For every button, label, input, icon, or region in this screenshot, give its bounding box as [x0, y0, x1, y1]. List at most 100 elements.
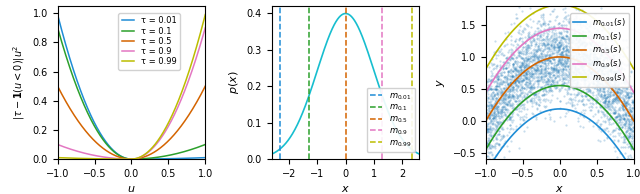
Point: [504, 101, 514, 104]
Point: [572, 49, 582, 52]
Point: [574, 68, 584, 71]
Point: [529, 101, 539, 104]
Point: [584, 64, 594, 68]
Point: [491, 154, 501, 157]
Point: [559, 62, 569, 65]
Point: [523, 83, 533, 87]
Point: [520, 73, 531, 76]
$m_{0.9}(s)$: [500, 64, 508, 66]
Point: [578, 50, 588, 54]
Point: [516, 61, 527, 65]
Point: [511, 99, 521, 102]
Point: [595, 53, 605, 56]
Point: [522, 93, 532, 96]
τ = 0.01: [54, 13, 61, 16]
Point: [579, 42, 589, 46]
Point: [481, 130, 492, 133]
Point: [486, 112, 497, 115]
Point: [565, 96, 575, 100]
Point: [536, 77, 547, 80]
Point: [610, 72, 620, 75]
Point: [591, 56, 602, 59]
Point: [547, 52, 557, 55]
Point: [563, 37, 573, 41]
Point: [573, 53, 583, 56]
Point: [497, 91, 508, 94]
Point: [538, 13, 548, 16]
Point: [588, 49, 598, 52]
Point: [536, 43, 547, 46]
Point: [584, 57, 595, 60]
Point: [504, 81, 515, 84]
Point: [585, 67, 595, 70]
Point: [495, 111, 505, 114]
Point: [591, 78, 601, 81]
Point: [541, 39, 552, 42]
Point: [616, 100, 627, 103]
Point: [521, 45, 531, 48]
Point: [508, 88, 518, 91]
Point: [483, 101, 493, 104]
Point: [587, 40, 597, 43]
Point: [590, 79, 600, 82]
Point: [569, 57, 579, 60]
Point: [541, 44, 552, 47]
Point: [558, 63, 568, 66]
Point: [499, 53, 509, 56]
Point: [488, 79, 499, 82]
Point: [515, 92, 525, 95]
Point: [582, 58, 593, 61]
Point: [510, 67, 520, 70]
Point: [566, 47, 576, 50]
Point: [627, 129, 637, 132]
Point: [564, 86, 574, 89]
Point: [586, 44, 596, 47]
Point: [506, 51, 516, 54]
Point: [600, 92, 610, 95]
Point: [577, 99, 588, 102]
Point: [620, 127, 630, 130]
Point: [603, 61, 613, 64]
Point: [625, 111, 636, 114]
Point: [490, 110, 500, 113]
Point: [559, 74, 569, 77]
Point: [600, 98, 611, 101]
Point: [532, 69, 542, 72]
Point: [583, 66, 593, 69]
Point: [488, 74, 499, 77]
Point: [591, 122, 602, 125]
$m_{0.1}(s)$: [482, 148, 490, 151]
Point: [609, 107, 619, 111]
Point: [567, 41, 577, 44]
Point: [554, 79, 564, 82]
Point: [609, 139, 619, 142]
τ = 0.9: [140, 154, 147, 157]
Point: [578, 29, 588, 32]
Point: [606, 69, 616, 72]
Point: [611, 120, 621, 123]
Point: [535, 109, 545, 113]
Point: [587, 66, 597, 69]
Line: $m_{0.1}(s)$: $m_{0.1}(s)$: [486, 86, 634, 149]
Point: [491, 107, 501, 110]
Point: [513, 94, 523, 98]
Point: [593, 29, 603, 32]
Point: [599, 53, 609, 56]
Point: [586, 48, 596, 52]
Point: [581, 57, 591, 61]
Point: [552, 36, 562, 39]
Point: [561, 63, 572, 66]
Point: [589, 58, 599, 61]
Point: [567, 70, 577, 73]
Point: [573, 58, 583, 61]
Point: [545, 78, 555, 81]
Point: [492, 85, 502, 88]
Point: [482, 147, 492, 150]
Point: [532, 79, 542, 82]
Point: [494, 74, 504, 77]
Point: [508, 86, 518, 89]
Point: [559, 59, 570, 62]
Point: [552, 43, 563, 47]
Point: [575, 71, 585, 74]
Point: [583, 84, 593, 87]
